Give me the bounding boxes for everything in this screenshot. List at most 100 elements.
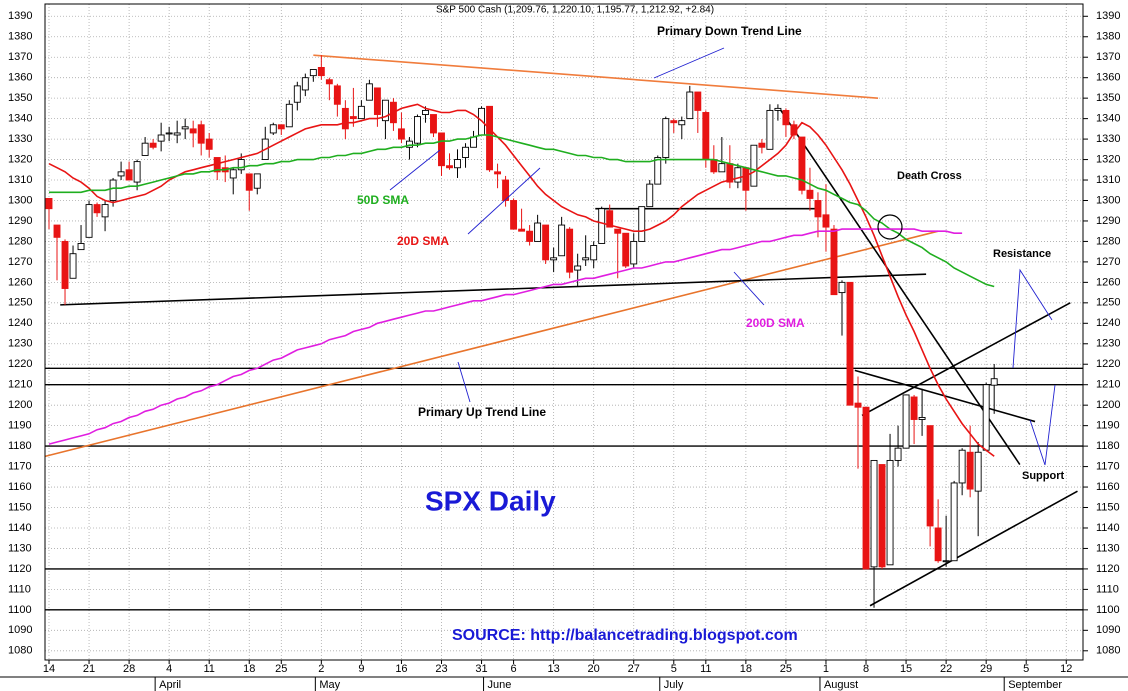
candle-body bbox=[438, 132, 445, 167]
candle-body bbox=[325, 79, 333, 85]
candle-body bbox=[766, 109, 774, 150]
y-tick-label-right: 1260 bbox=[1096, 276, 1120, 288]
y-tick-label-right: 1150 bbox=[1096, 501, 1120, 513]
candle-body bbox=[454, 159, 461, 169]
y-tick-label-right: 1310 bbox=[1096, 174, 1120, 186]
y-tick-label: 1080 bbox=[8, 645, 32, 657]
x-tick-label: 25 bbox=[780, 663, 792, 675]
candle-body bbox=[373, 87, 381, 115]
candle-body bbox=[782, 109, 790, 126]
candle-body bbox=[982, 384, 990, 451]
candle-body bbox=[317, 67, 325, 77]
x-tick-label: 11 bbox=[203, 663, 214, 675]
pointer bbox=[467, 167, 541, 235]
candle-body bbox=[365, 83, 373, 101]
candle-body bbox=[958, 449, 966, 484]
x-tick-label: 28 bbox=[123, 663, 135, 675]
month-label: August bbox=[824, 679, 858, 691]
candle-body bbox=[470, 136, 477, 148]
candle-body bbox=[542, 224, 550, 261]
candle-body bbox=[638, 206, 646, 242]
candle-body bbox=[422, 109, 429, 115]
candle-body bbox=[341, 107, 349, 130]
trend-line bbox=[869, 490, 1078, 607]
y-tick-label-right: 1330 bbox=[1096, 133, 1120, 145]
candle-body bbox=[197, 124, 205, 144]
month-label: May bbox=[319, 679, 340, 691]
candle-body bbox=[742, 167, 750, 191]
x-tick-label: 4 bbox=[166, 663, 172, 675]
candle-body bbox=[253, 173, 261, 189]
y-tick-label-right: 1290 bbox=[1096, 215, 1120, 227]
x-tick-label: 1 bbox=[823, 663, 829, 675]
month-label: June bbox=[488, 679, 512, 691]
candle-body bbox=[53, 224, 61, 238]
x-tick-label: 8 bbox=[863, 663, 869, 675]
candle-body bbox=[670, 120, 678, 124]
candle-body bbox=[798, 136, 806, 191]
candle-body bbox=[173, 132, 181, 136]
series-label: 50D SMA bbox=[357, 193, 409, 207]
moving-average bbox=[48, 103, 995, 457]
y-tick-label: 1220 bbox=[8, 358, 32, 370]
annotation: Primary Up Trend Line bbox=[418, 405, 546, 419]
trend-line bbox=[861, 302, 1071, 417]
annotation: Death Cross bbox=[897, 170, 962, 182]
annotation: Support bbox=[1022, 470, 1064, 482]
candle-body bbox=[406, 140, 413, 148]
trend-line bbox=[44, 230, 939, 458]
x-tick-label: 14 bbox=[43, 663, 55, 675]
pointer bbox=[733, 271, 765, 306]
candle-body bbox=[502, 179, 510, 201]
y-tick-label-right: 1090 bbox=[1096, 624, 1120, 636]
x-tick-label: 31 bbox=[475, 663, 487, 675]
y-tick-label: 1280 bbox=[8, 235, 32, 247]
candle-body bbox=[526, 230, 534, 242]
y-tick-label: 1110 bbox=[8, 583, 31, 595]
y-tick-label: 1290 bbox=[8, 215, 32, 227]
series-label: 200D SMA bbox=[746, 316, 805, 330]
candle-body bbox=[854, 402, 862, 408]
x-tick-label: 23 bbox=[435, 663, 447, 675]
candle-body bbox=[654, 157, 662, 185]
candle-body bbox=[101, 204, 109, 218]
candle-body bbox=[93, 204, 101, 214]
candle-body bbox=[301, 77, 309, 91]
candle-body bbox=[245, 173, 253, 191]
candle-body bbox=[141, 142, 149, 156]
y-tick-label: 1310 bbox=[8, 174, 32, 186]
y-tick-label-right: 1380 bbox=[1096, 31, 1120, 43]
candle-body bbox=[886, 459, 894, 566]
candle-body bbox=[518, 228, 526, 232]
y-tick-label-right: 1370 bbox=[1096, 51, 1120, 63]
plot-layer bbox=[44, 4, 1083, 660]
candle-body bbox=[870, 459, 878, 568]
chart-title: S&P 500 Cash (1,209.76, 1,220.10, 1,195.… bbox=[436, 5, 714, 16]
y-tick-label-right: 1270 bbox=[1096, 256, 1120, 268]
candle-body bbox=[133, 161, 141, 183]
death-cross-circle bbox=[877, 214, 903, 240]
candle-body bbox=[534, 222, 542, 242]
y-tick-label-right: 1220 bbox=[1096, 358, 1120, 370]
x-tick-label: 6 bbox=[511, 663, 517, 675]
candle-body bbox=[582, 257, 590, 261]
pointer bbox=[653, 47, 725, 79]
candle-body bbox=[606, 210, 614, 228]
y-tick-label: 1180 bbox=[8, 440, 32, 452]
candle-body bbox=[814, 200, 822, 218]
y-tick-label: 1090 bbox=[8, 624, 32, 636]
candle-body bbox=[622, 232, 630, 267]
y-tick-label: 1330 bbox=[8, 133, 32, 145]
y-tick-label: 1380 bbox=[8, 31, 32, 43]
y-tick-label-right: 1180 bbox=[1096, 440, 1120, 452]
y-tick-label-right: 1160 bbox=[1096, 481, 1120, 493]
x-tick-label: 12 bbox=[1060, 663, 1072, 675]
candle-body bbox=[486, 105, 493, 171]
candle-body bbox=[494, 171, 502, 175]
month-label: July bbox=[664, 679, 684, 691]
y-tick-label: 1390 bbox=[8, 10, 32, 22]
source: SOURCE: http://balancetrading.blogspot.c… bbox=[452, 627, 798, 644]
y-tick-label-right: 1320 bbox=[1096, 153, 1120, 165]
candle-body bbox=[686, 91, 694, 120]
